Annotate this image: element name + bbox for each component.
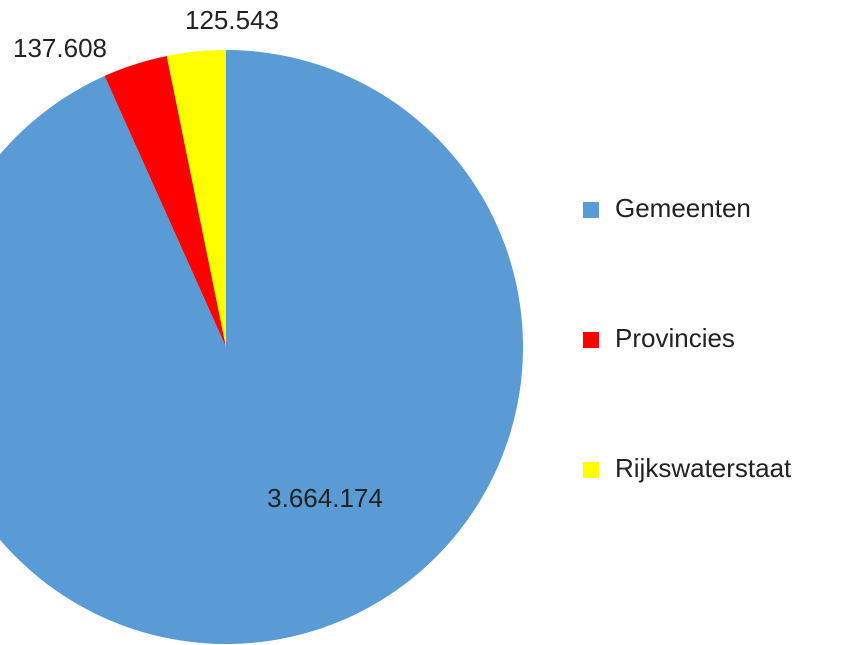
- legend-swatch: [583, 202, 599, 218]
- data-label: 137.608: [13, 33, 107, 63]
- legend-swatch: [583, 462, 599, 478]
- legend-label: Rijkswaterstaat: [615, 453, 792, 483]
- data-label: 125.543: [185, 5, 279, 35]
- data-label: 3.664.174: [267, 483, 383, 513]
- pie-slice: [104, 55, 226, 348]
- legend-label: Provincies: [615, 323, 735, 353]
- legend-swatch: [583, 332, 599, 348]
- pie-slice: [0, 50, 523, 644]
- legend-label: Gemeenten: [615, 193, 751, 223]
- pie-slice: [166, 50, 226, 347]
